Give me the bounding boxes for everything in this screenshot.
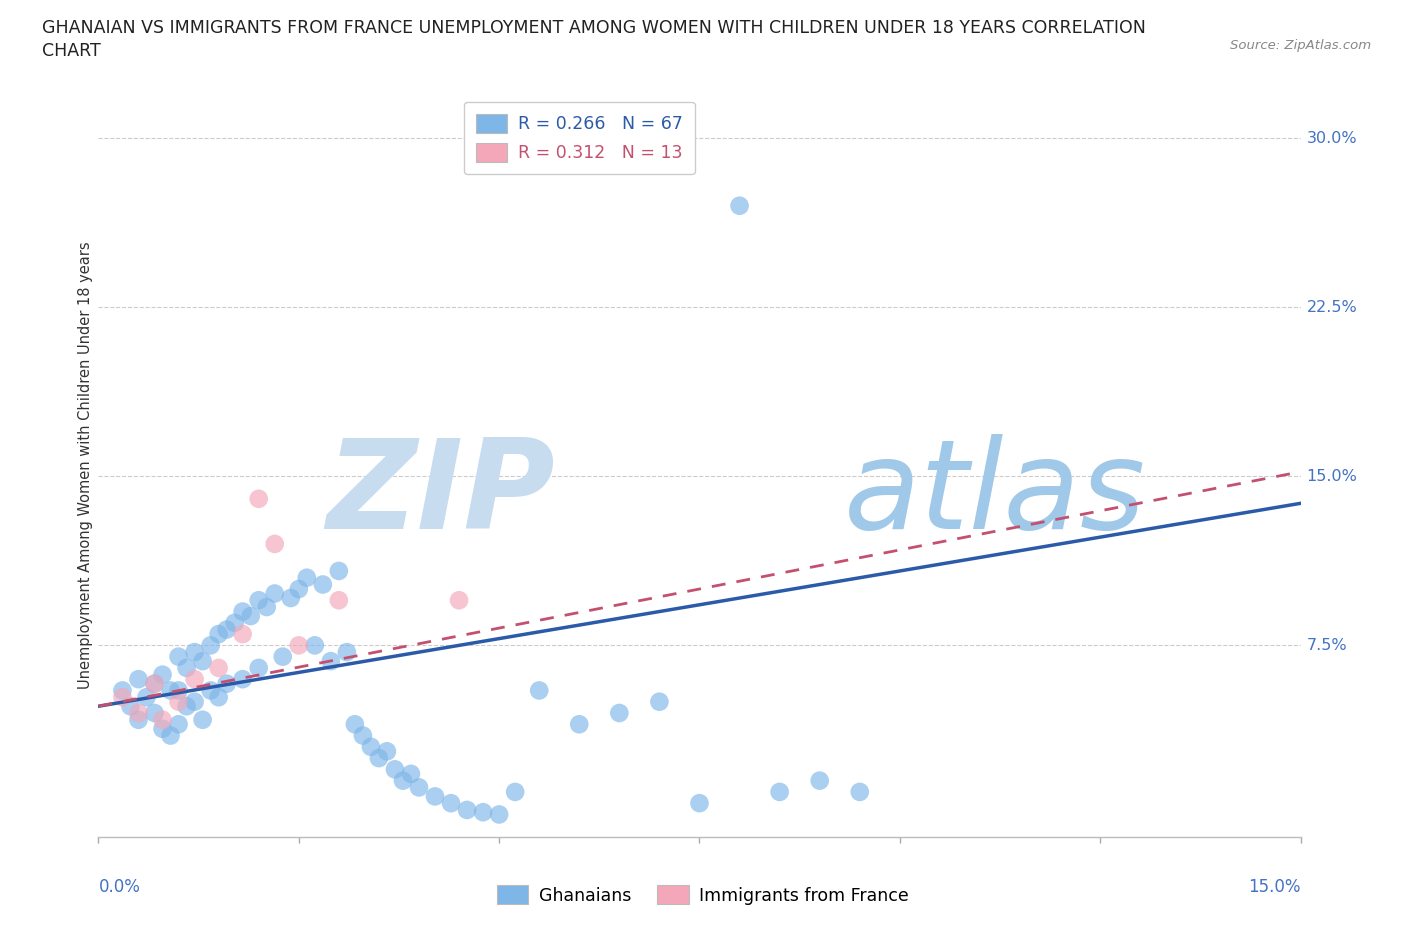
Point — [447, 592, 470, 607]
Point — [152, 722, 174, 737]
Point — [183, 644, 205, 659]
Text: 15.0%: 15.0% — [1249, 878, 1301, 896]
Text: CHART: CHART — [42, 42, 101, 60]
Point — [263, 537, 285, 551]
Point — [167, 649, 190, 664]
Point — [256, 600, 278, 615]
Point — [503, 785, 526, 800]
Point — [208, 660, 231, 675]
Point — [423, 789, 446, 804]
Point — [280, 591, 302, 605]
Point — [143, 676, 166, 691]
Text: atlas: atlas — [844, 434, 1146, 555]
Point — [247, 491, 270, 506]
Point — [408, 780, 430, 795]
Text: 15.0%: 15.0% — [1306, 469, 1357, 484]
Point — [295, 570, 318, 585]
Point — [688, 796, 710, 811]
Y-axis label: Unemployment Among Women with Children Under 18 years: Unemployment Among Women with Children U… — [77, 241, 93, 689]
Point — [568, 717, 591, 732]
Point — [288, 581, 311, 596]
Text: 7.5%: 7.5% — [1306, 638, 1347, 653]
Point — [167, 683, 190, 698]
Point — [111, 683, 134, 698]
Point — [208, 627, 231, 642]
Point — [609, 706, 631, 721]
Point — [319, 654, 342, 669]
Text: Source: ZipAtlas.com: Source: ZipAtlas.com — [1230, 39, 1371, 52]
Point — [176, 660, 198, 675]
Point — [128, 712, 150, 727]
Point — [152, 712, 174, 727]
Point — [336, 644, 359, 659]
Point — [440, 796, 463, 811]
Point — [239, 608, 262, 623]
Point — [208, 690, 231, 705]
Point — [183, 695, 205, 710]
Point — [648, 695, 671, 710]
Point — [111, 690, 134, 705]
Text: GHANAIAN VS IMMIGRANTS FROM FRANCE UNEMPLOYMENT AMONG WOMEN WITH CHILDREN UNDER : GHANAIAN VS IMMIGRANTS FROM FRANCE UNEMP… — [42, 19, 1146, 36]
Text: 30.0%: 30.0% — [1306, 130, 1357, 146]
Point — [304, 638, 326, 653]
Text: ZIP: ZIP — [326, 434, 555, 555]
Point — [312, 577, 335, 591]
Point — [176, 698, 198, 713]
Point — [343, 717, 366, 732]
Point — [159, 728, 181, 743]
Point — [384, 762, 406, 777]
Point — [360, 739, 382, 754]
Point — [368, 751, 391, 765]
Point — [143, 676, 166, 691]
Point — [392, 773, 415, 788]
Point — [167, 717, 190, 732]
Point — [191, 712, 214, 727]
Point — [215, 622, 238, 637]
Point — [456, 803, 478, 817]
Point — [159, 683, 181, 698]
Point — [328, 592, 350, 607]
Point — [247, 592, 270, 607]
Point — [472, 804, 495, 819]
Point — [263, 586, 285, 601]
Point — [399, 766, 422, 781]
Point — [200, 638, 222, 653]
Point — [143, 706, 166, 721]
Point — [375, 744, 398, 759]
Text: 0.0%: 0.0% — [98, 878, 141, 896]
Point — [191, 654, 214, 669]
Point — [808, 773, 831, 788]
Point — [224, 616, 246, 631]
Point — [328, 564, 350, 578]
Text: 22.5%: 22.5% — [1306, 299, 1357, 314]
Point — [768, 785, 790, 800]
Point — [215, 676, 238, 691]
Legend: R = 0.266   N = 67, R = 0.312   N = 13: R = 0.266 N = 67, R = 0.312 N = 13 — [464, 101, 695, 174]
Legend: Ghanaians, Immigrants from France: Ghanaians, Immigrants from France — [491, 879, 915, 911]
Point — [120, 698, 142, 713]
Point — [352, 728, 374, 743]
Point — [183, 671, 205, 686]
Point — [200, 683, 222, 698]
Point — [128, 671, 150, 686]
Point — [247, 660, 270, 675]
Point — [152, 667, 174, 682]
Point — [271, 649, 294, 664]
Point — [232, 671, 254, 686]
Point — [288, 638, 311, 653]
Point — [135, 690, 157, 705]
Point — [849, 785, 872, 800]
Point — [728, 198, 751, 213]
Point — [232, 604, 254, 619]
Point — [128, 706, 150, 721]
Point — [488, 807, 510, 822]
Point — [167, 695, 190, 710]
Point — [232, 627, 254, 642]
Point — [529, 683, 551, 698]
